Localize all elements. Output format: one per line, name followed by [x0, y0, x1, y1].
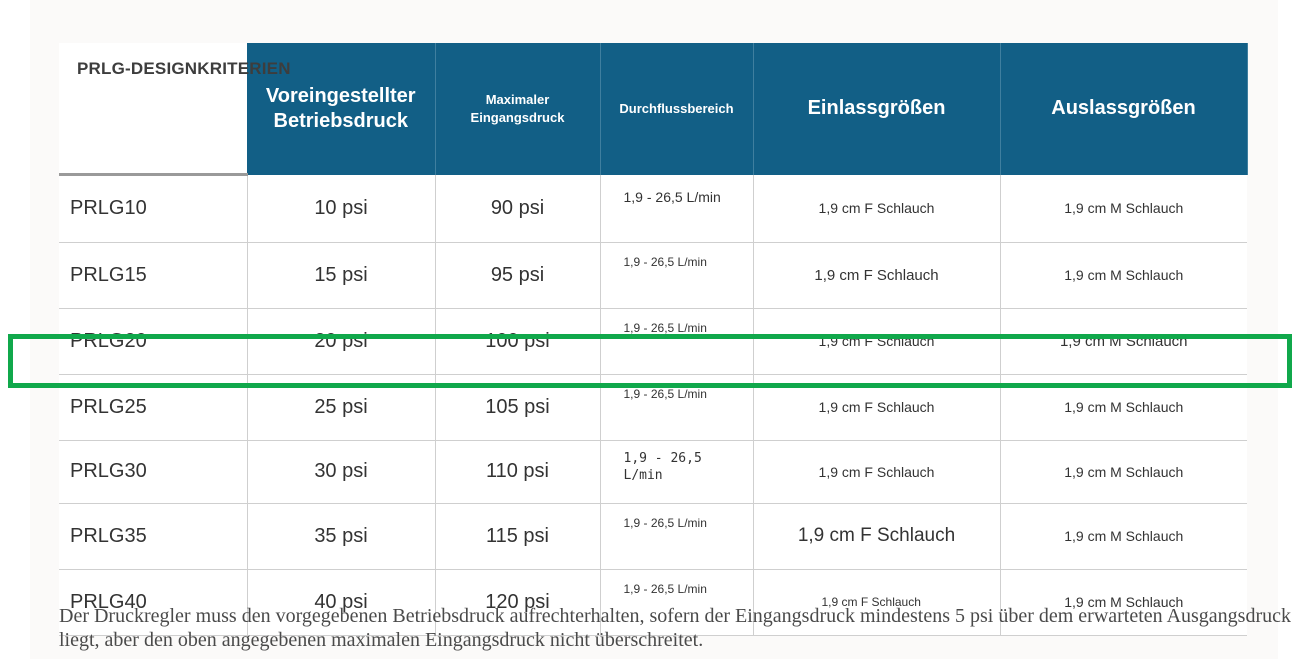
flow-range-cell: 1,9 - 26,5 L/min — [600, 308, 754, 375]
table-title: PRLG-DESIGNKRITERIEN — [77, 59, 291, 78]
model-cell: PRLG20 — [59, 308, 248, 375]
model-cell: PRLG35 — [59, 503, 248, 570]
flow-range-cell: 1,9 - 26,5 L/min — [600, 242, 754, 309]
model-cell: PRLG40 — [59, 569, 248, 636]
outlet-size-cell: 1,9 cm M Schlauch — [1000, 374, 1247, 441]
preset-pressure-cell: 20 psi — [247, 308, 436, 375]
inlet-size-cell: 1,9 cm F Schlauch — [753, 174, 1001, 243]
max-inlet-cell: 110 psi — [435, 440, 601, 504]
outlet-size-cell: 1,9 cm M Schlauch — [1000, 174, 1247, 243]
column-header-max-inlet-pressure: Maximaler Eingangsdruck — [435, 43, 601, 175]
inlet-size-cell: 1,9 cm F Schlauch — [753, 242, 1001, 309]
preset-pressure-cell: 40 psi — [247, 569, 436, 636]
table-row-highlighted: PRLG25 25 psi 105 psi 1,9 - 26,5 L/min 1… — [59, 374, 1247, 441]
table-row: PRLG40 40 psi 120 psi 1,9 - 26,5 L/min 1… — [59, 569, 1247, 636]
max-inlet-cell: 90 psi — [435, 174, 601, 243]
column-header-flow-range: Durchflussbereich — [600, 43, 754, 175]
model-cell: PRLG15 — [59, 242, 248, 309]
preset-pressure-cell: 30 psi — [247, 440, 436, 504]
table-row: PRLG35 35 psi 115 psi 1,9 - 26,5 L/min 1… — [59, 503, 1247, 570]
max-inlet-cell: 105 psi — [435, 374, 601, 441]
inlet-size-cell: 1,9 cm F Schlauch — [753, 503, 1001, 570]
outlet-size-cell: 1,9 cm M Schlauch — [1000, 308, 1247, 375]
max-inlet-cell: 100 psi — [435, 308, 601, 375]
column-header-outlet-sizes: Auslassgrößen — [1000, 43, 1248, 175]
table-corner-cell: PRLG-DESIGNKRITERIEN — [59, 43, 290, 176]
flow-range-cell: 1,9 - 26,5 L/min — [600, 374, 754, 441]
outlet-size-cell: 1,9 cm M Schlauch — [1000, 503, 1247, 570]
outlet-size-cell: 1,9 cm M Schlauch — [1000, 242, 1247, 309]
outlet-size-cell: 1,9 cm M Schlauch — [1000, 440, 1247, 504]
inlet-size-cell: 1,9 cm F Schlauch — [753, 440, 1001, 504]
flow-range-cell: 1,9 - 26,5 L/min — [600, 440, 754, 504]
preset-pressure-cell: 15 psi — [247, 242, 436, 309]
table-row: PRLG20 20 psi 100 psi 1,9 - 26,5 L/min 1… — [59, 308, 1247, 375]
column-header-inlet-sizes: Einlassgrößen — [753, 43, 1001, 175]
table-row: PRLG30 30 psi 110 psi 1,9 - 26,5 L/min 1… — [59, 440, 1247, 504]
max-inlet-cell: 115 psi — [435, 503, 601, 570]
table-row: PRLG15 15 psi 95 psi 1,9 - 26,5 L/min 1,… — [59, 242, 1247, 309]
design-criteria-table: PRLG-DESIGNKRITERIEN Voreingestellter Bet… — [59, 43, 1248, 636]
table-header-row: PRLG-DESIGNKRITERIEN Voreingestellter Bet… — [59, 43, 1248, 176]
flow-range-cell: 1,9 - 26,5 L/min — [600, 503, 754, 570]
model-cell: PRLG10 — [59, 174, 248, 243]
preset-pressure-cell: 35 psi — [247, 503, 436, 570]
max-inlet-cell: 95 psi — [435, 242, 601, 309]
model-cell: PRLG30 — [59, 440, 248, 504]
footnote-text: Der Druckregler muss den vorgegebenen Be… — [59, 605, 1291, 651]
flow-range-cell: 1,9 - 26,5 L/min — [600, 174, 754, 243]
preset-pressure-cell: 10 psi — [247, 174, 436, 243]
inlet-size-cell: 1,9 cm F Schlauch — [753, 569, 1001, 636]
column-header-preset-pressure: Voreingestellter Betriebsdruck — [247, 43, 436, 175]
model-cell: PRLG25 — [59, 374, 248, 441]
flow-range-cell: 1,9 - 26,5 L/min — [600, 569, 754, 636]
inlet-size-cell: 1,9 cm F Schlauch — [753, 308, 1001, 375]
inlet-size-cell: 1,9 cm F Schlauch — [753, 374, 1001, 441]
max-inlet-cell: 120 psi — [435, 569, 601, 636]
preset-pressure-cell: 25 psi — [247, 374, 436, 441]
table-row: PRLG10 10 psi 90 psi 1,9 - 26,5 L/min 1,… — [59, 174, 1247, 243]
outlet-size-cell: 1,9 cm M Schlauch — [1000, 569, 1247, 636]
